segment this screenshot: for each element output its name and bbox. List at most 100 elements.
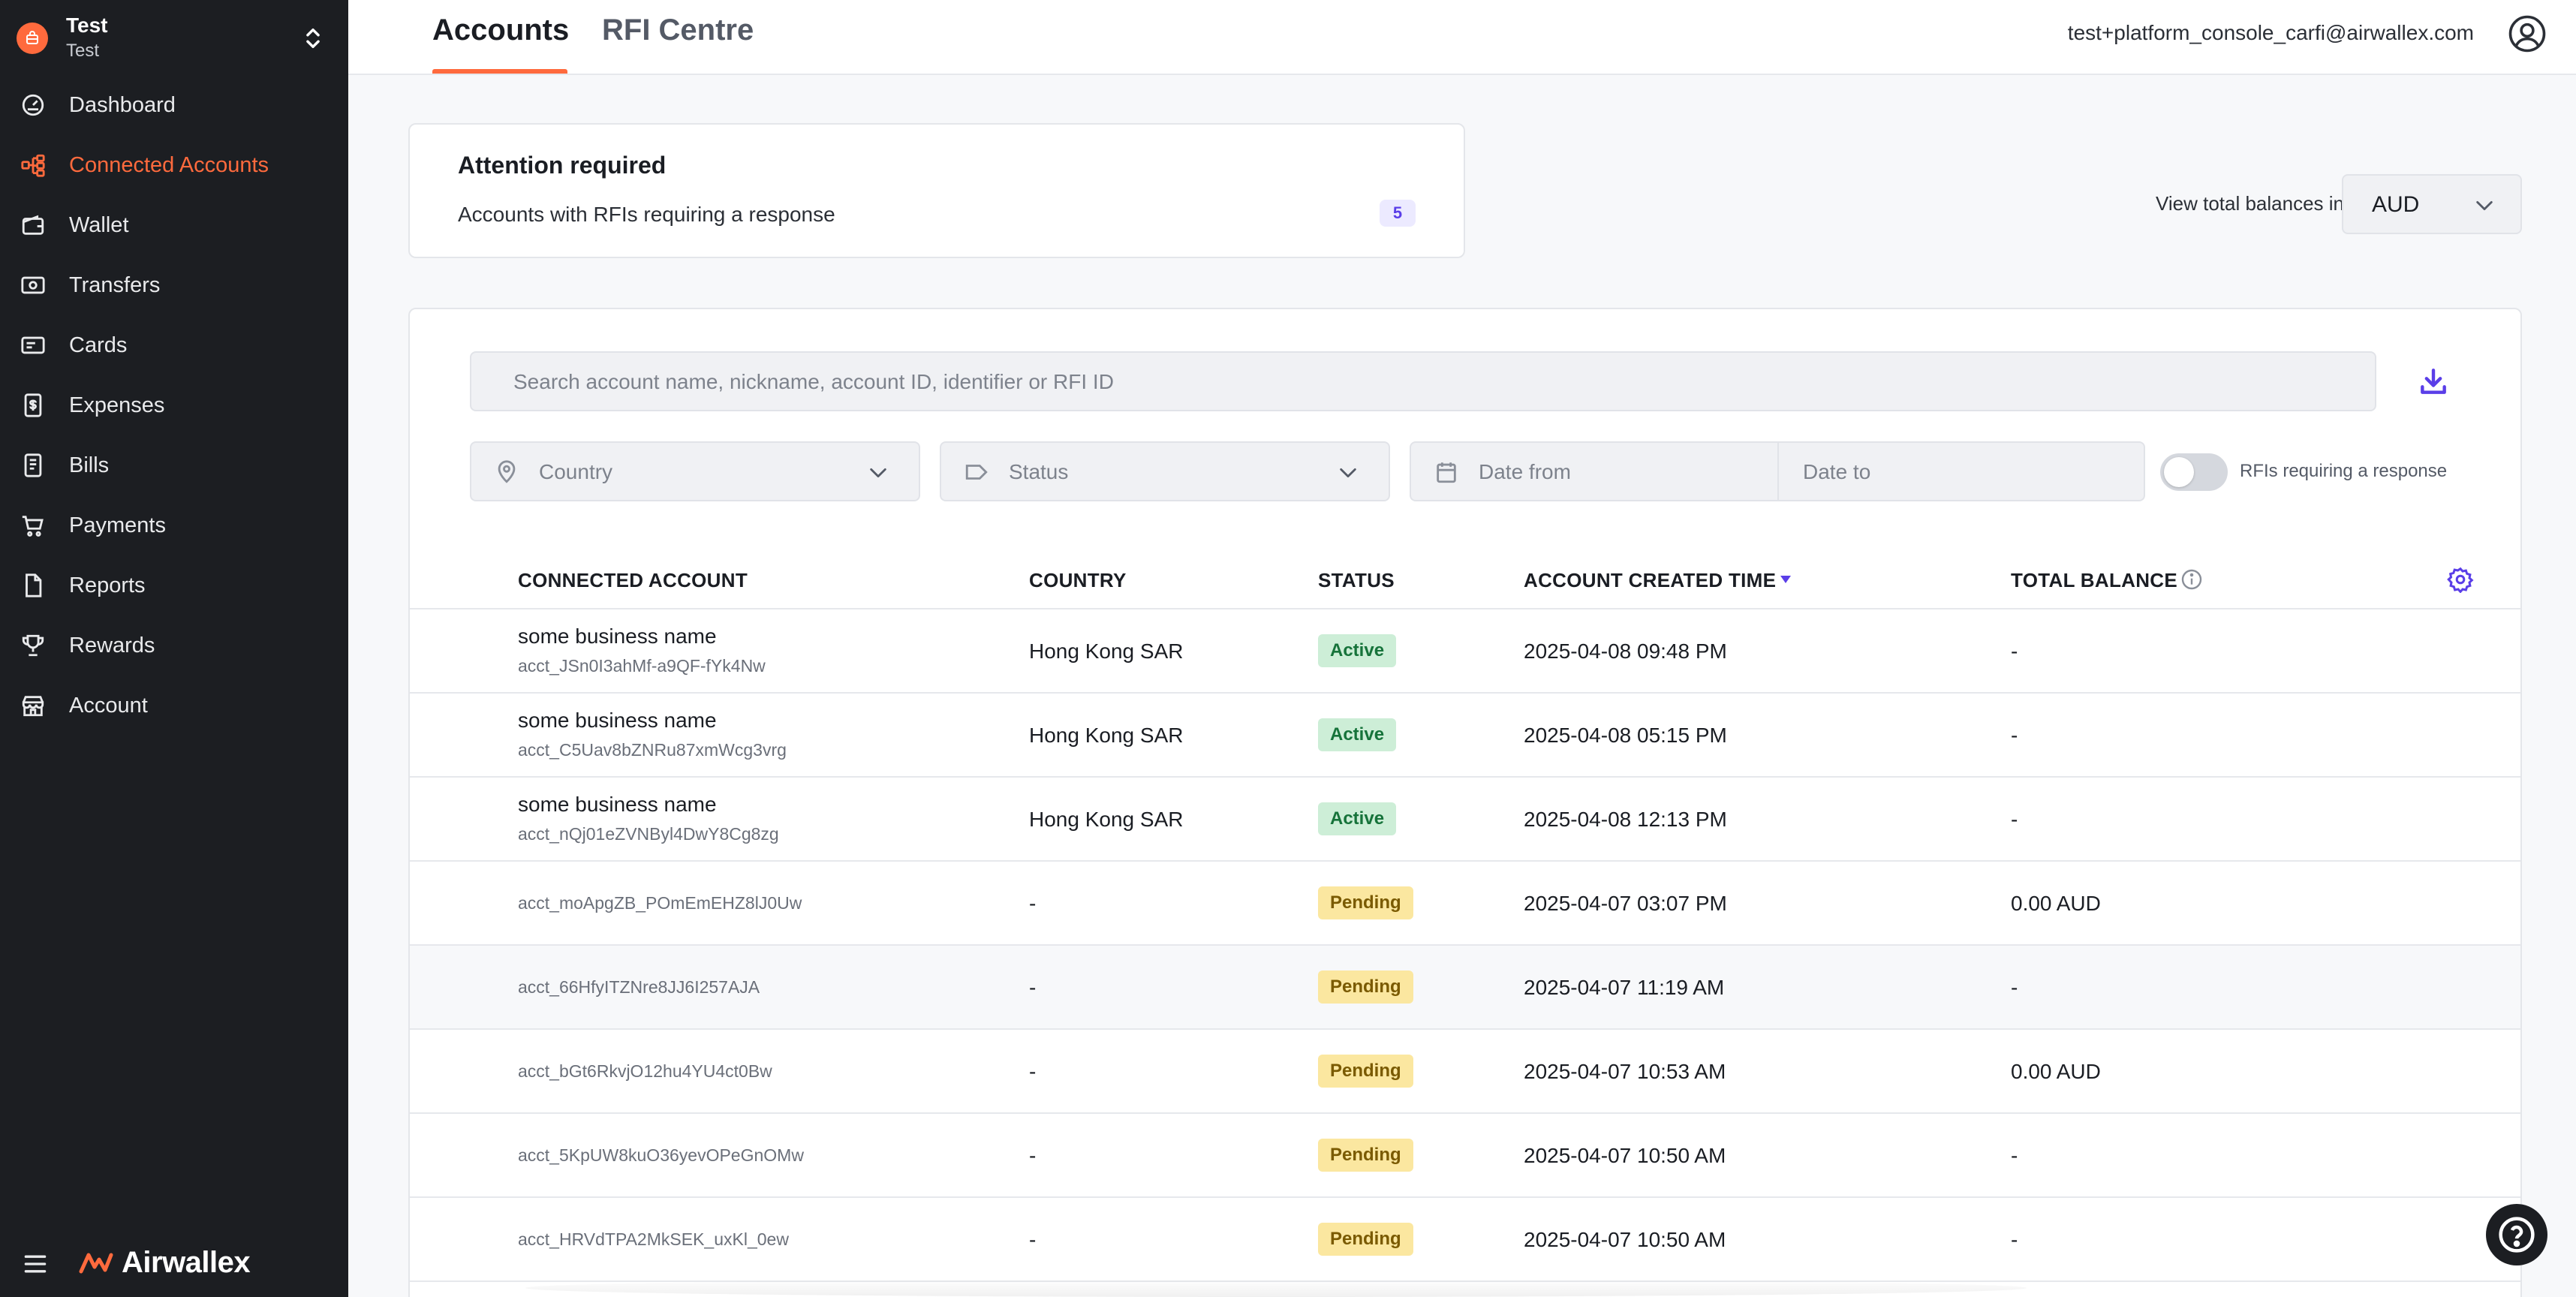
account-created-time: 2025-04-07 10:50 AM [1524, 1228, 1726, 1251]
brand-name: Airwallex [122, 1246, 251, 1279]
scroll-shadow [525, 1279, 2027, 1297]
sidebar-item-label: Cards [69, 333, 128, 357]
sidebar: Test Test Dashboard Connected Accounts W… [0, 0, 348, 1297]
account-name: some business name [518, 624, 717, 648]
account-country: Hong Kong SAR [1029, 639, 1184, 663]
sidebar-item-label: Rewards [69, 633, 155, 658]
account-balance: - [2011, 1228, 2018, 1251]
sidebar-item-account[interactable]: Account [0, 676, 348, 736]
attention-card: Attention required Accounts with RFIs re… [408, 123, 1465, 258]
account-balance: - [2011, 639, 2018, 663]
sidebar-item-rewards[interactable]: Rewards [0, 615, 348, 676]
user-profile-icon[interactable] [2507, 14, 2547, 54]
sidebar-item-label: Wallet [69, 212, 129, 237]
active-tab-indicator [432, 69, 567, 74]
table-header: CONNECTED ACCOUNT COUNTRY STATUS ACCOUNT… [410, 549, 2520, 609]
expenses-icon [20, 392, 47, 419]
reports-icon [20, 572, 47, 599]
sort-descending-icon[interactable] [1779, 575, 1792, 584]
sidebar-item-expenses[interactable]: Expenses [0, 375, 348, 435]
account-icon [20, 692, 47, 719]
sidebar-item-label: Account [69, 693, 148, 718]
status-filter[interactable]: Status [940, 441, 1390, 501]
menu-icon[interactable] [23, 1253, 48, 1274]
org-switcher[interactable]: Test Test [17, 12, 324, 65]
bills-icon [20, 452, 47, 479]
table-row[interactable]: acct_moApgZB_POmEmEHZ8lJ0Uw - Pending 20… [410, 862, 2520, 946]
table-row[interactable]: acct_bGt6RkvjO12hu4YU4ct0Bw - Pending 20… [410, 1030, 2520, 1114]
info-icon[interactable] [2180, 567, 2204, 591]
country-filter[interactable]: Country [470, 441, 920, 501]
tab-accounts[interactable]: Accounts [432, 14, 570, 47]
cards-icon [20, 332, 47, 359]
account-country: - [1029, 1060, 1037, 1083]
toggle-knob [2164, 457, 2194, 487]
status-badge: Pending [1318, 886, 1413, 919]
chevron-down-icon [1340, 468, 1356, 478]
account-created-time: 2025-04-08 09:48 PM [1524, 639, 1727, 663]
org-icon [17, 23, 48, 54]
account-country: Hong Kong SAR [1029, 724, 1184, 747]
help-icon [2499, 1217, 2535, 1253]
attention-title: Attention required [458, 152, 667, 179]
account-created-time: 2025-04-08 12:13 PM [1524, 808, 1727, 831]
account-balance: 0.00 AUD [2011, 1060, 2101, 1083]
account-balance: - [2011, 976, 2018, 999]
account-name: some business name [518, 793, 717, 816]
column-header-status: STATUS [1318, 569, 1395, 591]
rfi-toggle[interactable] [2160, 453, 2228, 491]
balances-label: View total balances in [2156, 192, 2345, 215]
sidebar-item-reports[interactable]: Reports [0, 555, 348, 615]
currency-select[interactable]: AUD [2342, 174, 2522, 234]
attention-link[interactable]: Accounts with RFIs requiring a response [458, 203, 835, 226]
airwallex-logo: Airwallex [78, 1246, 251, 1280]
account-balance: - [2011, 808, 2018, 831]
table-row[interactable]: acct_66HfyITZNre8JJ6I257AJA - Pending 20… [410, 946, 2520, 1030]
search-placeholder: Search account name, nickname, account I… [513, 370, 1114, 393]
top-bar: Accounts RFI Centre test+platform_consol… [348, 0, 2576, 75]
help-button[interactable] [2486, 1204, 2547, 1265]
payments-icon [20, 512, 47, 539]
sidebar-item-transfers[interactable]: Transfers [0, 255, 348, 315]
date-divider [1777, 443, 1779, 501]
tab-rfi-centre[interactable]: RFI Centre [602, 14, 754, 47]
account-created-time: 2025-04-07 10:50 AM [1524, 1144, 1726, 1167]
table-row[interactable]: acct_HRVdTPA2MkSEK_uxKl_0ew - Pending 20… [410, 1198, 2520, 1282]
rfi-toggle-label: RFIs requiring a response [2240, 461, 2448, 481]
search-input[interactable]: Search account name, nickname, account I… [470, 351, 2376, 411]
sidebar-item-cards[interactable]: Cards [0, 315, 348, 375]
date-to-input[interactable]: Date to [1803, 460, 1871, 483]
sidebar-item-payments[interactable]: Payments [0, 495, 348, 555]
date-range-filter[interactable]: Date from Date to [1410, 441, 2145, 501]
column-header-country: COUNTRY [1029, 569, 1127, 591]
table-row[interactable]: acct_5KpUW8kuO36yevOPeGnOMw - Pending 20… [410, 1114, 2520, 1198]
gear-icon[interactable] [2447, 566, 2474, 593]
currency-value: AUD [2372, 192, 2420, 217]
table-row[interactable]: some business name acct_nQj01eZVNByl4DwY… [410, 778, 2520, 862]
accounts-table-body: some business name acct_JSn0I3ahMf-a9QF-… [410, 609, 2520, 1282]
account-created-time: 2025-04-07 11:19 AM [1524, 976, 1725, 999]
sidebar-item-label: Transfers [69, 272, 161, 297]
user-email: test+platform_console_carfi@airwallex.co… [2067, 21, 2474, 44]
status-badge: Pending [1318, 1055, 1413, 1088]
rfi-count-badge: 5 [1380, 200, 1416, 227]
status-badge: Pending [1318, 1139, 1413, 1172]
sidebar-item-label: Connected Accounts [69, 152, 269, 177]
download-icon[interactable] [2417, 365, 2450, 398]
table-row[interactable]: some business name acct_JSn0I3ahMf-a9QF-… [410, 609, 2520, 694]
airwallex-mark-icon [79, 1253, 113, 1273]
sidebar-item-dashboard[interactable]: Dashboard [0, 75, 348, 135]
status-badge: Active [1318, 718, 1397, 751]
wallet-icon [20, 212, 47, 239]
sidebar-item-connected-accounts[interactable]: Connected Accounts [0, 135, 348, 195]
sidebar-item-bills[interactable]: Bills [0, 435, 348, 495]
table-row[interactable]: some business name acct_C5Uav8bZNRu87xmW… [410, 694, 2520, 778]
column-header-created-time[interactable]: ACCOUNT CREATED TIME [1524, 569, 1777, 591]
account-country: Hong Kong SAR [1029, 808, 1184, 831]
sidebar-item-wallet[interactable]: Wallet [0, 195, 348, 255]
connected-accounts-icon [20, 152, 47, 179]
tag-icon [965, 465, 988, 480]
date-from-input[interactable]: Date from [1479, 460, 1571, 483]
column-header-total-balance: TOTAL BALANCE [2011, 569, 2178, 591]
account-id: acct_C5Uav8bZNRu87xmWcg3vrg [518, 740, 787, 760]
